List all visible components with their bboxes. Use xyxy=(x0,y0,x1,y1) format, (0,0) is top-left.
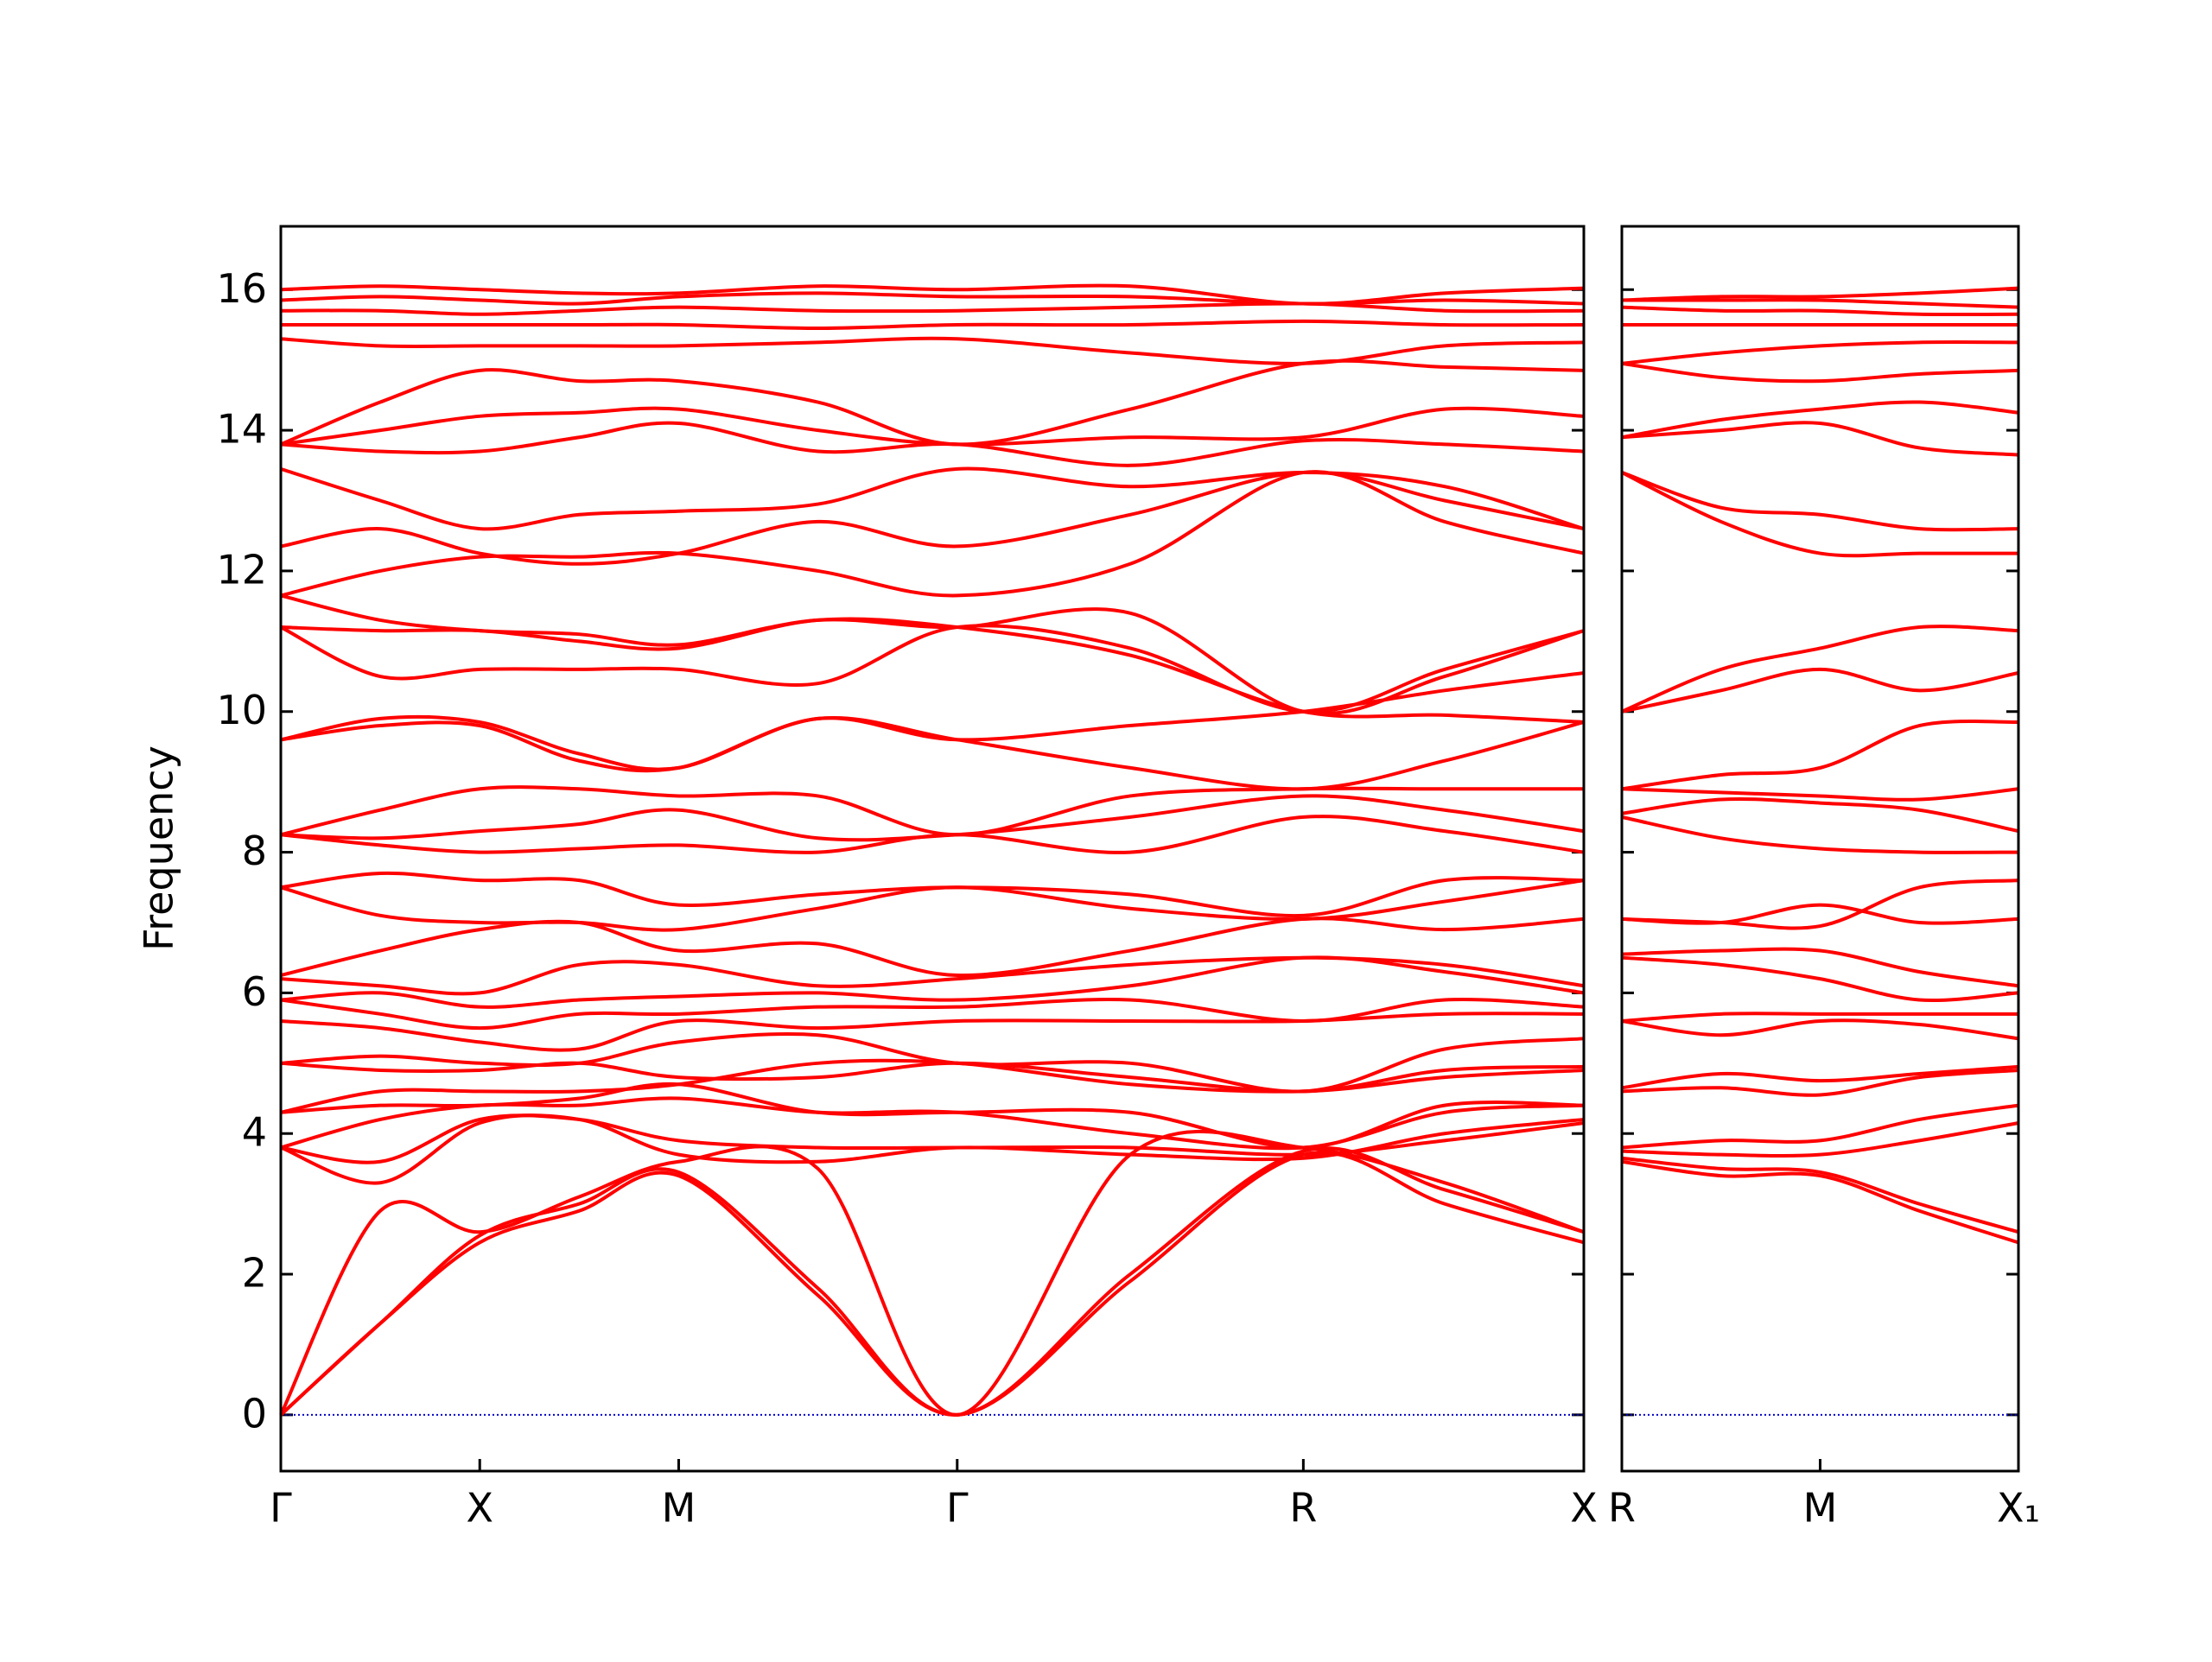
band-line xyxy=(1621,286,2019,302)
band-line xyxy=(280,624,1585,714)
band-line xyxy=(279,1129,1585,1417)
y-tick-label: 14 xyxy=(216,406,267,453)
band-line xyxy=(280,336,1585,365)
band-line xyxy=(1621,1159,2019,1245)
band-line xyxy=(280,466,1585,531)
band-line xyxy=(1621,298,2019,309)
x-tick-label: Γ xyxy=(270,1485,292,1532)
x-tick-label: X₁ xyxy=(1997,1485,2040,1532)
x-tick-label: R xyxy=(1608,1485,1636,1532)
y-tick-label: 4 xyxy=(242,1109,267,1156)
band-line xyxy=(280,1058,1585,1114)
band-line xyxy=(280,1082,1585,1150)
y-tick-label: 6 xyxy=(242,968,267,1015)
band-line xyxy=(1621,471,2019,532)
band-line xyxy=(280,879,1585,932)
band-line xyxy=(1621,400,2019,440)
band-line xyxy=(280,358,1585,447)
band-line xyxy=(281,319,1585,331)
band-line xyxy=(1621,796,2019,834)
x-tick-label: Γ xyxy=(946,1485,969,1532)
band-line xyxy=(280,283,1585,306)
band-line xyxy=(1621,947,2019,988)
band-line xyxy=(279,1146,1585,1417)
band-line xyxy=(280,593,1585,716)
band-line xyxy=(1621,1121,2019,1158)
band-line xyxy=(280,1061,1585,1094)
band-line xyxy=(280,955,1585,996)
y-tick-label: 16 xyxy=(216,265,267,312)
band-line xyxy=(280,1113,1585,1164)
x-tick-label: X xyxy=(466,1485,493,1532)
band-line xyxy=(280,917,1585,978)
band-line xyxy=(280,871,1585,918)
band-line xyxy=(1621,1064,2019,1090)
x-tick-label: M xyxy=(662,1485,696,1532)
band-line xyxy=(1621,340,2019,365)
band-line xyxy=(1621,879,2019,930)
x-tick-label: X xyxy=(1570,1485,1598,1532)
band-line xyxy=(1621,1068,2019,1097)
band-line xyxy=(280,716,1585,791)
y-tick-label: 2 xyxy=(242,1250,267,1297)
band-line xyxy=(1621,305,2019,317)
band-line xyxy=(280,794,1585,842)
y-tick-label: 10 xyxy=(216,687,267,733)
band-line xyxy=(1621,787,2019,802)
band-line xyxy=(280,670,1585,771)
band-line xyxy=(1621,421,2019,457)
band-line xyxy=(1621,1156,2019,1234)
band-line xyxy=(280,785,1584,837)
band-line xyxy=(1621,719,2019,791)
band-line xyxy=(280,815,1585,854)
band-line xyxy=(1621,471,2018,558)
band-line xyxy=(280,470,1585,598)
y-axis-label: Frequency xyxy=(136,745,182,951)
band-line xyxy=(280,1012,1585,1052)
band-line xyxy=(1621,815,2019,854)
band-line xyxy=(280,998,1585,1031)
plot-frame xyxy=(1620,225,2020,1473)
band-line xyxy=(280,421,1585,467)
band-line xyxy=(279,1151,1585,1417)
y-tick-label: 0 xyxy=(242,1390,267,1437)
band-line xyxy=(1621,1012,2018,1023)
y-tick-label: 8 xyxy=(242,828,267,874)
band-line xyxy=(1621,1103,2019,1150)
band-line xyxy=(280,406,1585,447)
band-line xyxy=(1621,361,2019,384)
plot-frame xyxy=(279,225,1586,1473)
band-line xyxy=(280,470,1585,566)
x-tick-label: M xyxy=(1803,1485,1838,1532)
band-line xyxy=(1621,625,2019,714)
band-line xyxy=(280,301,1585,316)
x-tick-label: R xyxy=(1289,1485,1317,1532)
band-line xyxy=(280,1032,1585,1094)
band-line xyxy=(1621,955,2019,1002)
band-line xyxy=(1621,667,2019,714)
band-line xyxy=(1621,1018,2019,1041)
y-tick-label: 12 xyxy=(216,546,267,593)
